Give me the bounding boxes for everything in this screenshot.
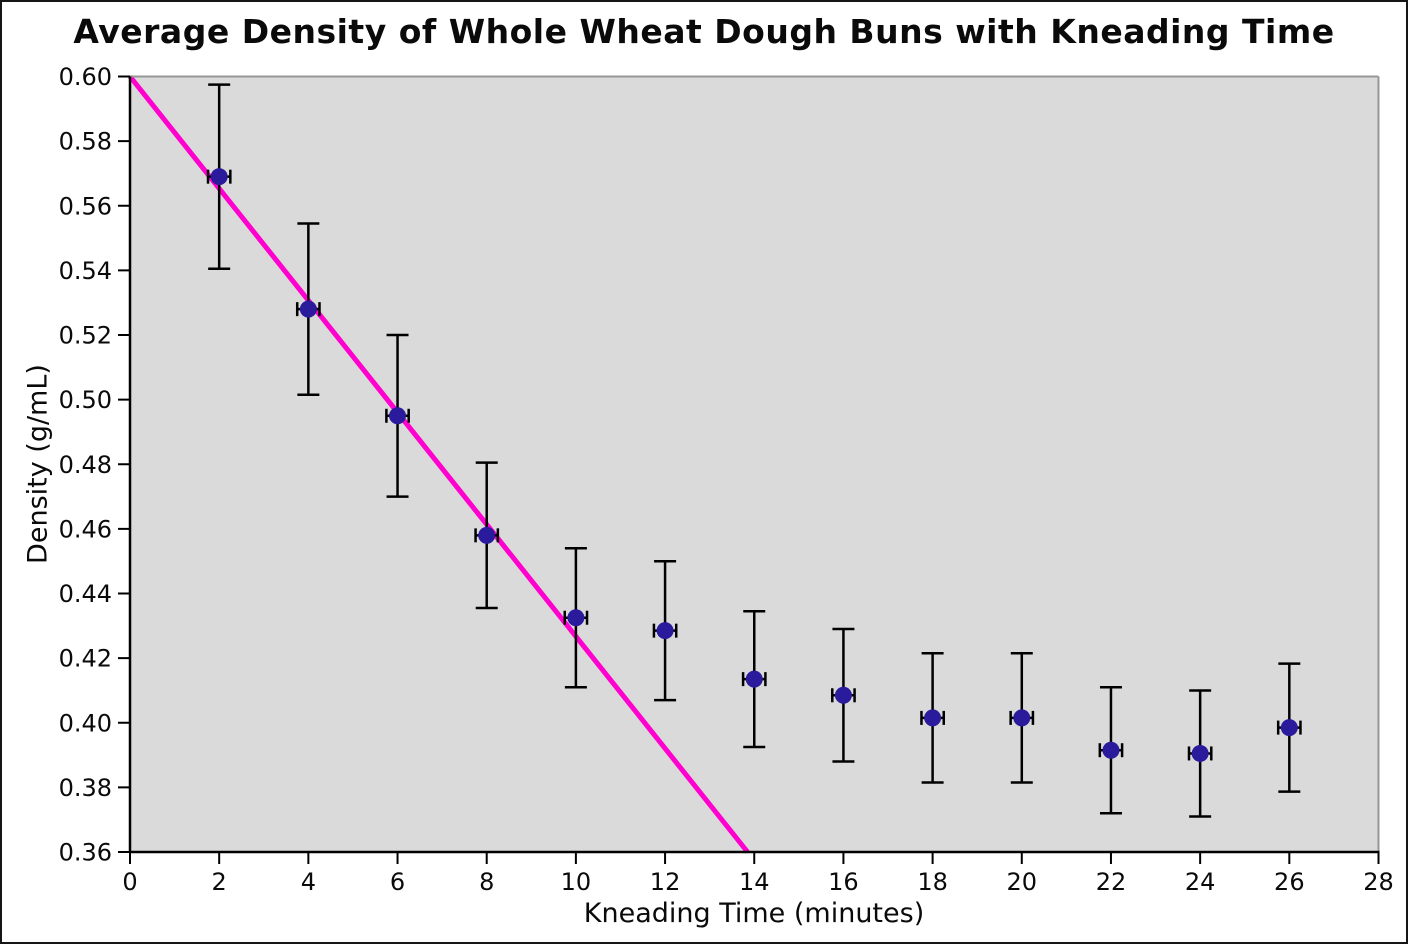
y-tick-label: 0.54 [59,257,112,285]
x-tick-label: 6 [390,868,405,896]
y-tick-label: 0.38 [59,774,112,802]
data-point [924,709,942,727]
data-point [1102,741,1120,759]
y-tick-label: 0.40 [59,709,112,737]
x-tick-label: 18 [917,868,948,896]
data-point [656,622,674,640]
x-tick-label: 10 [561,868,592,896]
y-tick-label: 0.42 [59,645,112,673]
data-point [478,526,496,544]
x-tick-label: 4 [301,868,316,896]
y-tick-label: 0.50 [59,386,112,414]
y-tick-label: 0.46 [59,515,112,543]
x-tick-label: 28 [1363,868,1394,896]
data-point [389,407,407,425]
x-tick-label: 22 [1096,868,1127,896]
y-tick-label: 0.58 [59,128,112,156]
x-tick-label: 0 [122,868,137,896]
data-point [1013,709,1031,727]
x-tick-label: 24 [1185,868,1216,896]
y-tick-label: 0.44 [59,580,112,608]
x-tick-label: 2 [212,868,227,896]
y-tick-label: 0.36 [59,839,112,867]
data-point [745,670,763,688]
data-point [1280,719,1298,737]
x-axis-title: Kneading Time (minutes) [583,898,925,929]
x-tick-label: 8 [479,868,494,896]
y-tick-label: 0.60 [59,63,112,91]
y-tick-label: 0.52 [59,322,112,350]
x-tick-label: 20 [1007,868,1038,896]
chart-title: Average Density of Whole Wheat Dough Bun… [73,12,1335,51]
data-point [299,300,317,318]
data-point [1191,744,1209,762]
y-tick-label: 0.48 [59,451,112,479]
trend-line [128,74,750,854]
x-tick-label: 14 [739,868,770,896]
x-tick-label: 26 [1274,868,1305,896]
x-tick-label: 12 [650,868,681,896]
data-point [210,168,228,186]
data-point [567,609,585,627]
x-tick-label: 16 [828,868,859,896]
data-point [834,686,852,704]
y-tick-label: 0.56 [59,192,112,220]
